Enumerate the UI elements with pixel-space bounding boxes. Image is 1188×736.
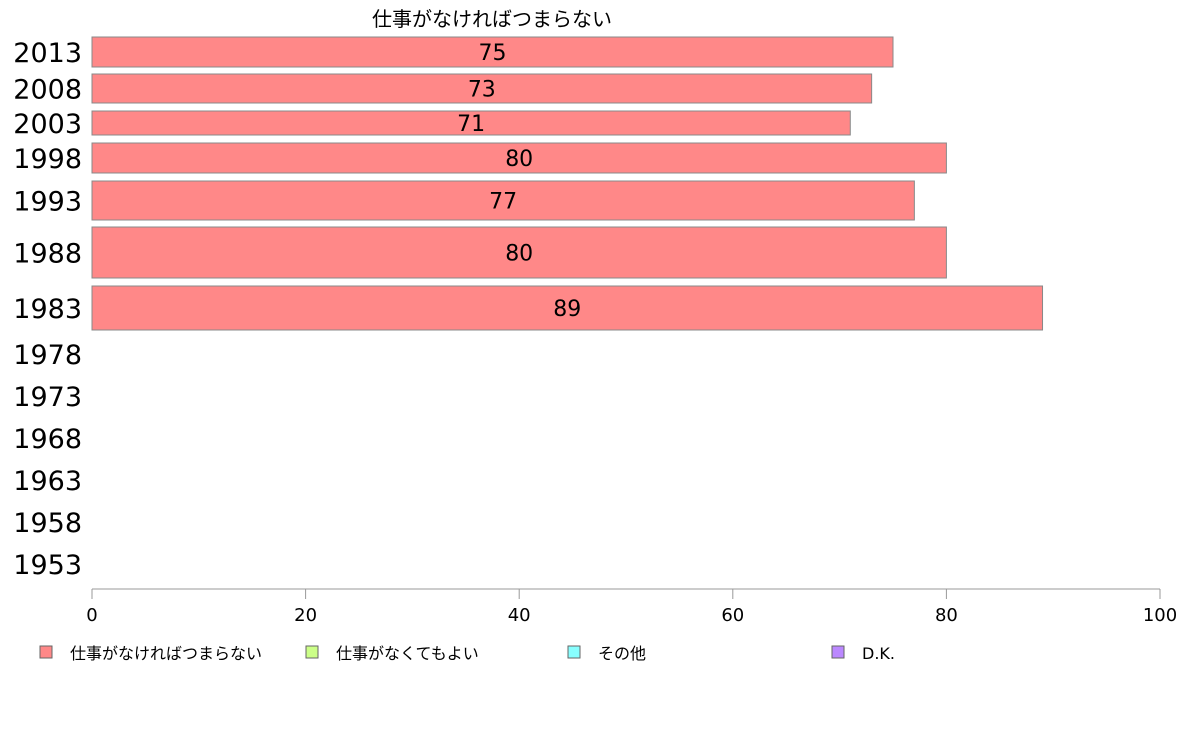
year-label: 1963 — [13, 466, 82, 497]
x-tick-label: 40 — [508, 605, 531, 626]
legend-swatch — [305, 645, 319, 659]
legend-label: 仕事がなければつまらない — [70, 644, 262, 663]
legend-swatch — [567, 645, 581, 659]
bar-value-label: 75 — [479, 41, 507, 66]
legend: 仕事がなければつまらない 仕事がなくてもよい その他 D.K. — [39, 644, 895, 663]
legend-label: 仕事がなくてもよい — [336, 644, 479, 663]
bar-value-label: 80 — [505, 147, 533, 172]
bar — [91, 36, 894, 68]
bars — [91, 36, 1044, 331]
x-tick-label: 0 — [86, 605, 97, 626]
bar — [91, 285, 1044, 331]
year-label: 1988 — [13, 239, 82, 270]
legend-label: その他 — [598, 644, 646, 663]
bar — [91, 73, 873, 104]
chart-title: 仕事がなければつまらない — [372, 7, 612, 31]
x-axis: 0 20 40 60 80 100 — [86, 588, 1177, 626]
year-label: 1953 — [13, 550, 82, 581]
year-label: 1978 — [13, 340, 82, 371]
x-tick-label: 60 — [721, 605, 744, 626]
x-tick-label: 80 — [935, 605, 958, 626]
x-tick-label: 100 — [1143, 605, 1177, 626]
bar-value-label: 89 — [553, 297, 581, 322]
x-tick-label: 20 — [294, 605, 317, 626]
legend-label: D.K. — [862, 644, 895, 663]
year-label: 1968 — [13, 424, 82, 455]
bar-value-label: 77 — [489, 190, 517, 215]
bar — [91, 142, 947, 174]
bar-value-label: 73 — [468, 78, 496, 103]
year-label: 2013 — [13, 38, 82, 69]
year-label: 1983 — [13, 294, 82, 325]
bar — [91, 180, 915, 221]
year-label: 1958 — [13, 508, 82, 539]
bar-value-label: 71 — [457, 112, 485, 137]
bar — [91, 226, 947, 279]
legend-swatch — [831, 645, 845, 659]
year-label: 2003 — [13, 109, 82, 140]
legend-swatch — [39, 645, 53, 659]
year-label: 1993 — [13, 187, 82, 218]
bar-value-label: 80 — [505, 242, 533, 267]
year-label: 1973 — [13, 382, 82, 413]
year-label: 1998 — [13, 144, 82, 175]
year-label: 2008 — [13, 75, 82, 106]
bar — [91, 110, 851, 136]
value-labels: 75 73 71 80 77 80 89 — [457, 41, 581, 322]
